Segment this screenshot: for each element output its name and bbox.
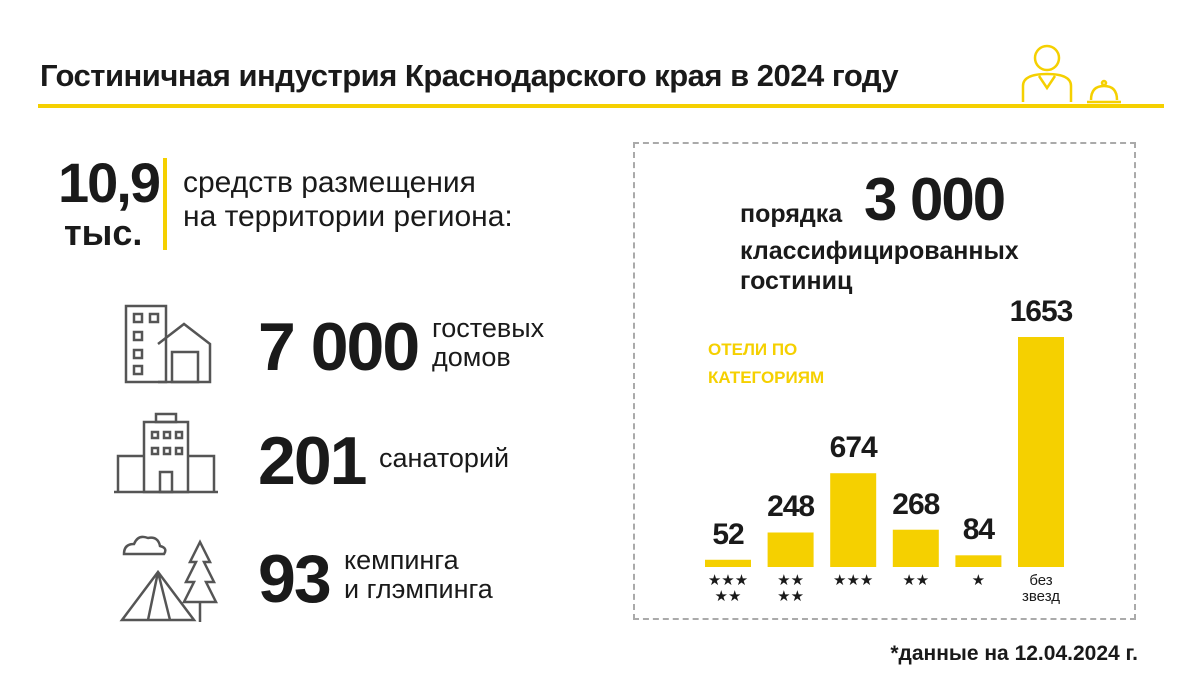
bar [1018,337,1064,567]
item-label: кемпинга и глэмпинга [344,545,493,604]
summary-divider [163,158,167,250]
x-tick-label: ★★ [902,572,930,589]
item-label: санаторий [379,443,510,473]
x-tick-label: ★★ ★★ [777,572,805,605]
bar [955,555,1002,567]
title-rule [38,104,1164,108]
camping-icon [119,535,218,622]
hotels-number: 3 000 [864,166,1006,233]
sanatorium-icon [114,412,218,494]
hotels-box [633,142,1136,620]
summary-unit: тыс. [64,212,143,253]
x-tick-label: ★★★ ★★ [707,572,749,605]
item-number: 7 000 [258,309,420,385]
chart-title: ОТЕЛИ ПО КАТЕГОРИЯМ [708,340,825,387]
item-number: 93 [258,541,332,617]
item-label: гостевых домов [432,313,545,372]
x-tick-label: ★ [971,572,986,589]
title: Гостиничная индустрия Краснодарского кра… [40,58,899,93]
x-tick-label: ★★★ [833,572,874,589]
data-label: 248 [767,490,815,524]
summary-text: средств размещения на территории региона… [183,166,513,233]
bar [830,473,877,567]
x-tick-label: без звезд [1022,572,1060,605]
hotels-prefix: порядка [740,200,843,228]
bar [767,532,814,567]
guest-house-icon [124,304,212,384]
data-label: 52 [712,517,744,551]
data-label: 674 [829,431,878,465]
hotels-text: классифицированных гостиниц [740,237,1019,295]
item-number: 201 [258,423,367,499]
bar [705,559,751,567]
bar [892,529,939,567]
header-icon [1021,44,1121,104]
summary-number: 10,9 [58,151,161,214]
data-label: 84 [962,513,995,547]
footnote: *данные на 12.04.2024 г. [890,642,1138,665]
data-label: 268 [892,487,940,521]
data-label: 1653 [1009,295,1074,328]
